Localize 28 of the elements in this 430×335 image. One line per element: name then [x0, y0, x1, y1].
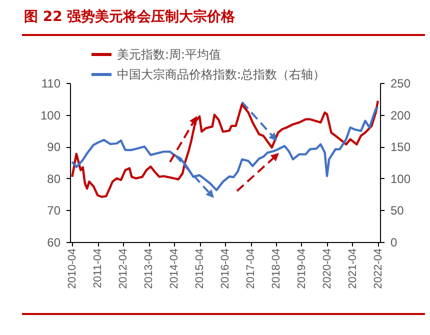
chart-title: 图 22 强势美元将会压制大宗价格: [24, 8, 236, 26]
y-tick-label: 110: [41, 76, 61, 90]
y-tick-label: 100: [40, 108, 61, 122]
x-tick-label: 2018-04: [270, 248, 282, 289]
y2-tick-label: 200: [390, 108, 411, 122]
x-tick-label: 2010-04: [66, 248, 79, 289]
x-tick-label: 2012-04: [118, 248, 130, 289]
y2-tick-label: 100: [390, 172, 411, 186]
y2-tick-label: 0: [390, 236, 398, 250]
x-tick-label: 2015-04: [194, 248, 206, 289]
x-tick-label: 2011-04: [92, 248, 104, 288]
x-tick-label: 2016-04: [220, 248, 232, 289]
y2-tick-label: 50: [390, 204, 404, 218]
y2-tick-label: 250: [390, 76, 411, 90]
x-tick-label: 2013-04: [143, 248, 156, 289]
y-tick-label: 70: [47, 204, 61, 218]
x-tick-label: 2021-04: [346, 248, 359, 289]
legend-label: 中国大宗商品价格指数:总指数（右轴）: [117, 68, 326, 82]
y-tick-label: 90: [47, 140, 61, 154]
x-tick-label: 2014-04: [168, 248, 181, 289]
legend-label: 美元指数:周:平均值: [117, 48, 222, 62]
y-tick-label: 80: [47, 172, 61, 186]
x-tick-label: 2019-04: [296, 248, 308, 289]
x-tick-label: 2017-04: [245, 248, 258, 289]
y2-tick-label: 150: [390, 140, 411, 154]
x-tick-label: 2020-04: [321, 248, 334, 289]
y-tick-label: 60: [47, 236, 61, 250]
x-tick-label: 2022-04: [372, 248, 384, 289]
